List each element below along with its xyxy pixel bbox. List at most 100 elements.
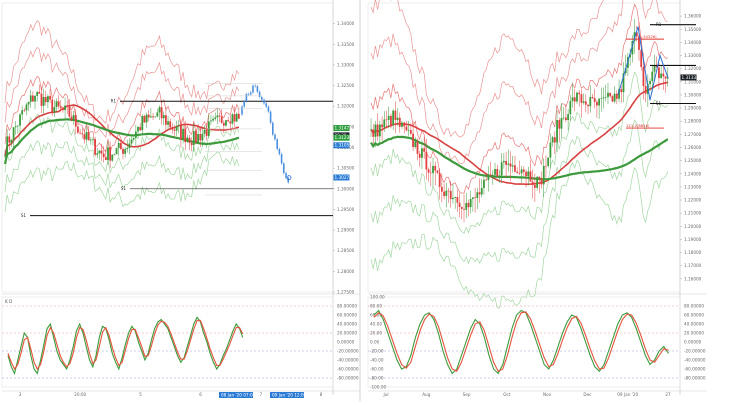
projection-candle xyxy=(250,92,252,95)
candle-body xyxy=(390,115,392,126)
candle-body xyxy=(119,142,122,149)
candle-body xyxy=(186,137,189,143)
candle-body xyxy=(203,129,206,134)
candle-body xyxy=(480,188,483,195)
candle-body xyxy=(145,114,148,123)
candle-body xyxy=(507,163,510,165)
y-tick-label: 1.33500 xyxy=(337,42,355,47)
candle-body xyxy=(518,173,521,174)
candle-body xyxy=(132,137,135,140)
candle-body xyxy=(51,99,54,113)
candle-body xyxy=(509,163,512,167)
candle-body xyxy=(438,172,441,187)
y-tick-label: 1.30000 xyxy=(684,92,702,97)
time-tag xyxy=(270,392,304,398)
candle-body xyxy=(456,197,459,203)
candle-body xyxy=(111,154,114,161)
candle-body xyxy=(394,110,397,121)
y-tick-label: 1.34000 xyxy=(337,21,355,26)
candle-body xyxy=(516,171,519,174)
candle-body xyxy=(487,174,490,181)
x-tick-label: 27 xyxy=(665,392,671,397)
y-tick-label: 1.18000 xyxy=(684,250,702,255)
indicator-left-tick: 20.00 xyxy=(370,331,382,336)
candle-body xyxy=(36,91,39,96)
candle-body xyxy=(113,154,116,155)
candle-body xyxy=(177,125,180,127)
x-tick-label: Nov xyxy=(543,392,552,397)
candle-body xyxy=(427,169,430,173)
price-tag-label: 1.31237 xyxy=(335,135,353,140)
candle-body xyxy=(169,121,172,128)
indicator-left-tick: 40.00 xyxy=(370,322,382,327)
candle-body xyxy=(615,93,618,99)
candle-body xyxy=(137,127,139,132)
projection-candle xyxy=(272,122,274,135)
candle-body xyxy=(642,66,645,87)
projection-candle xyxy=(285,173,287,178)
time-tag-label: 08 Jan '20 07:00 xyxy=(221,392,256,397)
indicator-left-tick: -40.00 xyxy=(370,358,384,363)
candle-body xyxy=(117,142,120,149)
x-tick-label: Oct xyxy=(503,392,511,397)
x-tick-label: 6 xyxy=(199,392,202,397)
candle-body xyxy=(496,169,499,177)
candle-body xyxy=(128,143,131,148)
candle-body xyxy=(655,65,658,68)
candle-body xyxy=(494,169,496,175)
x-tick-label: 8 xyxy=(320,392,323,397)
y-tick-label: 1.28000 xyxy=(684,119,702,124)
y-tick-label: 1.35000 xyxy=(684,27,702,32)
candle-body xyxy=(485,179,488,181)
candle-body xyxy=(445,190,448,196)
moving-average-red xyxy=(4,104,240,156)
candle-body xyxy=(580,94,583,103)
candle-body xyxy=(553,137,556,143)
candle-body xyxy=(214,117,217,119)
indicator-pane-frame xyxy=(1,296,334,388)
price-tag-label: 1.31471 xyxy=(335,125,353,130)
candle-body xyxy=(12,127,15,140)
x-tick-label: 5 xyxy=(139,392,142,397)
candle-body xyxy=(154,116,157,118)
candle-body xyxy=(34,95,36,102)
candle-body xyxy=(584,101,587,105)
projection-candle xyxy=(241,106,243,115)
candle-body xyxy=(216,115,219,118)
candle-body xyxy=(83,134,86,140)
candle-body xyxy=(165,115,167,125)
fib-label: 121.2(8846) xyxy=(626,123,650,128)
candle-body xyxy=(602,97,605,99)
candle-body xyxy=(458,202,461,208)
candle-body xyxy=(607,92,609,98)
projection-candle xyxy=(269,111,272,123)
candle-body xyxy=(558,120,561,129)
candle-body xyxy=(414,141,417,147)
candle-body xyxy=(593,98,596,102)
candle-body xyxy=(392,110,395,126)
price-tag xyxy=(333,174,350,181)
candle-body xyxy=(6,136,9,156)
indicator-tick-label: -60.00000 xyxy=(337,367,359,372)
projection-candle xyxy=(267,106,270,112)
candle-body xyxy=(81,133,84,135)
candle-body xyxy=(423,148,426,152)
indicator-left-tick: 80.00 xyxy=(370,304,382,309)
indicator-tick-label: 60.00000 xyxy=(337,313,357,318)
projection-candle xyxy=(265,103,267,107)
x-tick-label: Dec xyxy=(583,392,592,397)
candle-body xyxy=(49,96,51,100)
candle-body xyxy=(562,117,565,119)
candle-body xyxy=(201,133,204,141)
candle-body xyxy=(27,101,30,105)
candle-body xyxy=(134,131,137,138)
candle-body xyxy=(130,139,133,144)
candle-body xyxy=(57,101,60,107)
candle-body xyxy=(500,162,503,176)
candle-body xyxy=(87,132,90,141)
indicator-tick-label: -60.00000 xyxy=(684,367,706,372)
indicator-tick-label: 40.00000 xyxy=(337,322,357,327)
level-label: S1 xyxy=(656,101,662,106)
candle-body xyxy=(640,49,643,67)
